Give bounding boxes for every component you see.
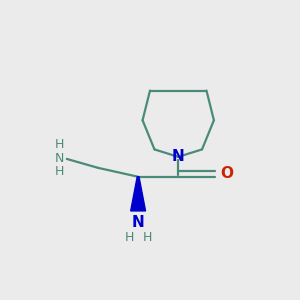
- Text: H: H: [142, 231, 152, 244]
- Text: N: N: [172, 149, 184, 164]
- Text: N: N: [132, 215, 145, 230]
- Text: H: H: [55, 138, 64, 151]
- Text: H: H: [124, 231, 134, 244]
- Text: O: O: [220, 166, 233, 181]
- Text: N: N: [55, 152, 64, 165]
- Polygon shape: [131, 177, 146, 211]
- Text: H: H: [55, 165, 64, 178]
